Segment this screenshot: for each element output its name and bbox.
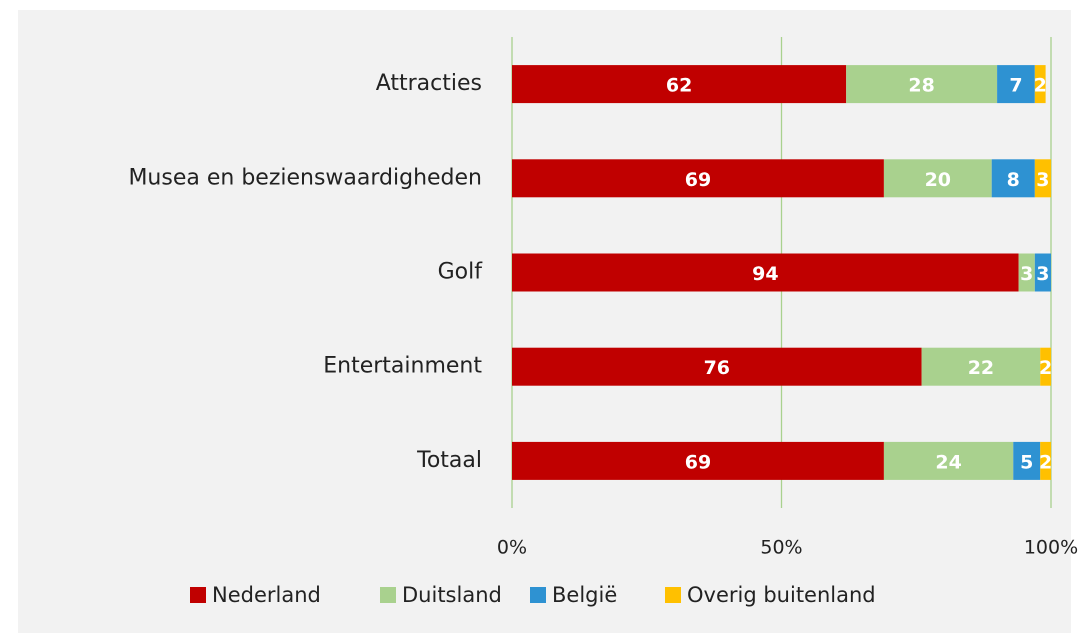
- data-label: 2: [1039, 357, 1052, 379]
- bar-segment: [883, 441, 1014, 480]
- legend-swatch: [190, 587, 206, 603]
- legend-swatch: [530, 587, 546, 603]
- data-label: 20: [925, 169, 951, 191]
- category-label: Golf: [438, 260, 484, 285]
- data-label: 62: [666, 75, 692, 97]
- bar-segment: [921, 347, 1041, 386]
- bar-segment: [512, 159, 884, 198]
- bar-segment: [512, 253, 1019, 292]
- bar-segment: [846, 65, 998, 104]
- category-label: Entertainment: [323, 354, 482, 379]
- data-label: 2: [1034, 75, 1047, 97]
- bar-segment: [1018, 253, 1035, 292]
- data-label: 94: [752, 263, 778, 285]
- data-label: 22: [968, 357, 994, 379]
- x-tick-label: 100%: [1024, 537, 1078, 559]
- category-label: Musea en bezienswaardigheden: [128, 165, 482, 190]
- bar-segment: [883, 159, 992, 198]
- data-label: 3: [1036, 169, 1049, 191]
- x-tick-label: 50%: [760, 537, 802, 559]
- bar-segment: [1040, 347, 1051, 386]
- data-label: 69: [685, 169, 711, 191]
- bar-segment: [997, 65, 1035, 104]
- legend-label: Overig buitenland: [687, 583, 876, 607]
- legend-swatch: [380, 587, 396, 603]
- bar-segment: [1034, 159, 1051, 198]
- legend-label: Nederland: [212, 583, 321, 607]
- data-label: 24: [935, 451, 961, 473]
- bar-segment: [512, 65, 847, 104]
- chart-background: [18, 10, 1071, 633]
- data-label: 69: [685, 451, 711, 473]
- bar-segment: [1013, 441, 1041, 480]
- bar-segment: [1034, 253, 1051, 292]
- data-label: 76: [704, 357, 730, 379]
- data-label: 3: [1036, 263, 1049, 285]
- bar-segment: [1034, 65, 1046, 104]
- bar-segment: [512, 441, 884, 480]
- legend-label: België: [552, 583, 617, 607]
- bar-segment: [1040, 441, 1051, 480]
- data-label: 5: [1020, 451, 1033, 473]
- data-label: 28: [908, 75, 934, 97]
- data-label: 2: [1039, 451, 1052, 473]
- x-tick-label: 0%: [497, 537, 527, 559]
- legend-label: Duitsland: [402, 583, 502, 607]
- data-label: 8: [1007, 169, 1020, 191]
- data-label: 7: [1009, 75, 1022, 97]
- bar-segment: [991, 159, 1035, 198]
- category-label: Attracties: [376, 71, 482, 96]
- legend-swatch: [665, 587, 681, 603]
- category-label: Totaal: [416, 448, 482, 473]
- data-label: 3: [1020, 263, 1033, 285]
- bar-segment: [512, 347, 922, 386]
